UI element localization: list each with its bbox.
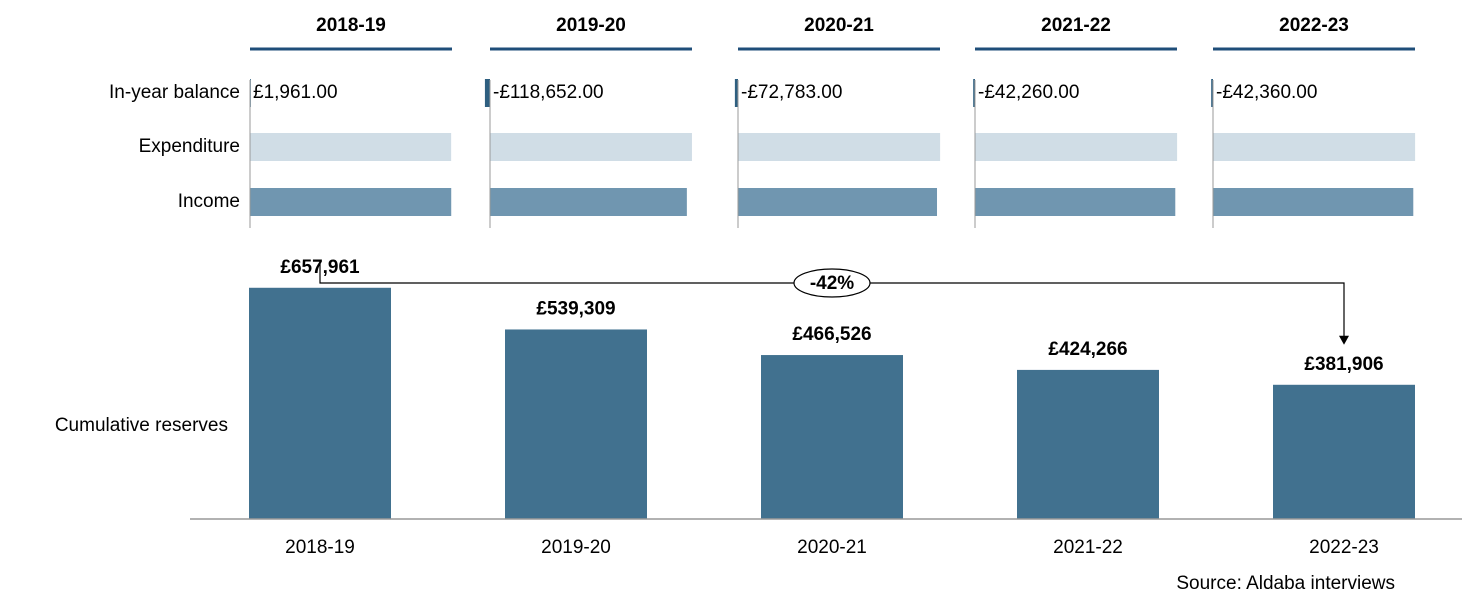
panel-title: 2021-22 bbox=[1041, 15, 1111, 36]
bar bbox=[490, 188, 687, 216]
x-tick-label: 2020-21 bbox=[797, 537, 867, 558]
value-label: £381,906 bbox=[1304, 354, 1383, 375]
value-label: £424,266 bbox=[1048, 339, 1127, 360]
bar bbox=[761, 355, 903, 519]
value-label: -£118,652.00 bbox=[493, 82, 604, 103]
annotation-bubble bbox=[793, 268, 871, 298]
bar bbox=[1211, 79, 1213, 107]
bar bbox=[738, 133, 941, 161]
panel-title: 2019-20 bbox=[556, 15, 626, 36]
row-label: Expenditure bbox=[139, 136, 240, 157]
bar bbox=[250, 188, 452, 216]
bar bbox=[490, 133, 692, 161]
bar bbox=[249, 287, 391, 519]
panel-title: 2018-19 bbox=[316, 15, 386, 36]
bar bbox=[975, 188, 1176, 216]
bar bbox=[738, 188, 938, 216]
row-label: In-year balance bbox=[109, 82, 240, 103]
panel-title: 2022-23 bbox=[1279, 15, 1349, 36]
x-tick-label: 2018-19 bbox=[285, 537, 355, 558]
bar bbox=[734, 79, 738, 107]
bar bbox=[973, 79, 975, 107]
bar bbox=[975, 133, 1178, 161]
bar bbox=[505, 329, 647, 519]
bar bbox=[1273, 384, 1415, 519]
bar bbox=[1213, 188, 1414, 216]
value-label: -£42,360.00 bbox=[1216, 82, 1317, 103]
x-tick-label: 2022-23 bbox=[1309, 537, 1379, 558]
bar bbox=[250, 133, 452, 161]
bar bbox=[1017, 369, 1159, 519]
y-axis-label: Cumulative reserves bbox=[55, 415, 228, 436]
row-label: Income bbox=[178, 191, 240, 212]
x-tick-label: 2021-22 bbox=[1053, 537, 1123, 558]
bar bbox=[484, 79, 490, 107]
value-label: £1,961.00 bbox=[253, 82, 338, 103]
x-tick-label: 2019-20 bbox=[541, 537, 611, 558]
annotation: -42% bbox=[810, 273, 854, 294]
value-label: £466,526 bbox=[792, 324, 871, 345]
source: Source: Aldaba interviews bbox=[1176, 573, 1395, 594]
value-label: £539,309 bbox=[536, 298, 615, 319]
bar bbox=[1213, 133, 1416, 161]
panel-title: 2020-21 bbox=[804, 15, 874, 36]
arrow-head bbox=[1339, 335, 1349, 345]
value-label: -£42,260.00 bbox=[978, 82, 1079, 103]
value-label: -£72,783.00 bbox=[741, 82, 842, 103]
